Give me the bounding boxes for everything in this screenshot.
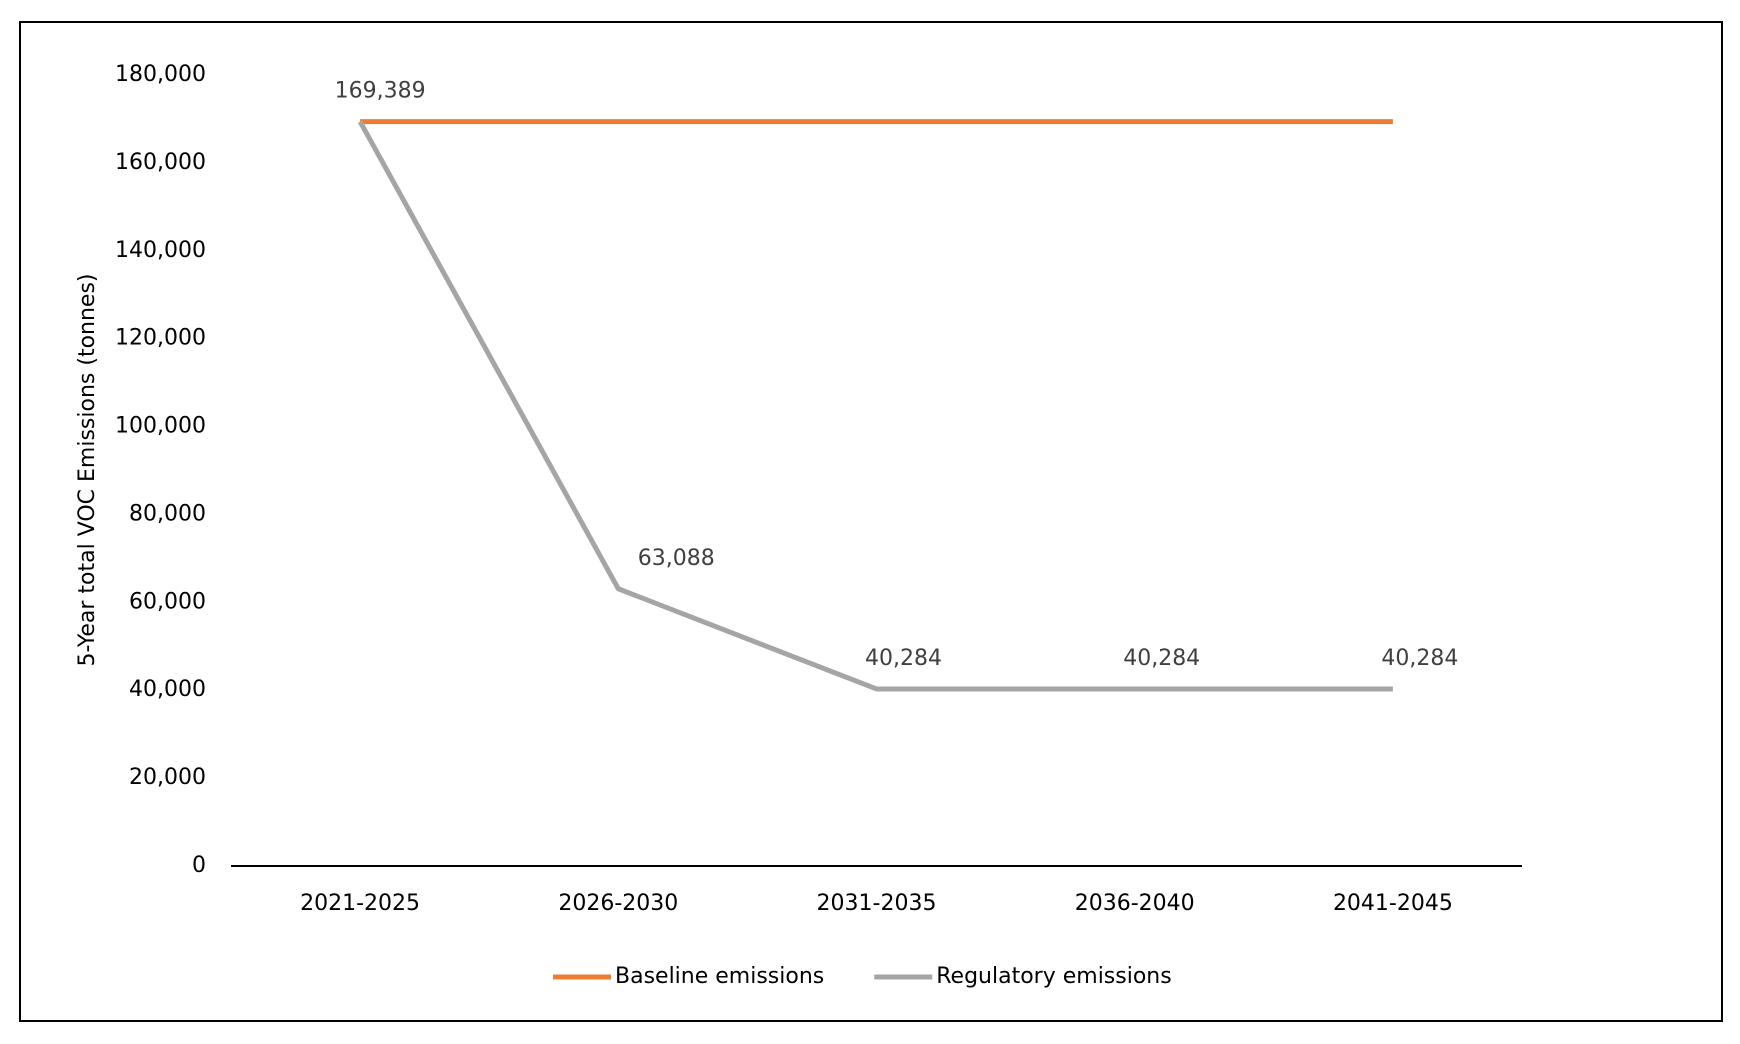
data-label: 40,284	[1123, 646, 1200, 671]
series-line	[357, 120, 1393, 692]
y-tick-label: 60,000	[129, 589, 206, 614]
chart-border	[19, 21, 1723, 1022]
y-tick-label: 100,000	[115, 414, 206, 439]
y-tick-label: 160,000	[115, 150, 206, 175]
legend-label: Regulatory emissions	[936, 964, 1171, 989]
data-label: 40,284	[1381, 646, 1458, 671]
data-label: 40,284	[865, 646, 942, 671]
y-tick-label: 120,000	[115, 326, 206, 351]
y-tick-label: 180,000	[115, 62, 206, 87]
x-tick-label: 2036-2040	[1075, 891, 1195, 916]
y-tick-label: 40,000	[129, 677, 206, 702]
y-axis-title: 5-Year total VOC Emissions (tonnes)	[75, 273, 100, 666]
x-tick-label: 2041-2045	[1333, 891, 1453, 916]
x-tick-label: 2021-2025	[300, 891, 420, 916]
y-tick-label: 20,000	[129, 765, 206, 790]
data-label: 169,389	[335, 79, 426, 104]
y-tick-label: 140,000	[115, 238, 206, 263]
y-tick-label: 0	[192, 853, 206, 878]
y-tick-label: 80,000	[129, 501, 206, 526]
data-label: 63,088	[638, 546, 715, 571]
x-tick-label: 2026-2030	[558, 891, 678, 916]
x-tick-label: 2031-2035	[817, 891, 937, 916]
legend-label: Baseline emissions	[615, 964, 824, 989]
